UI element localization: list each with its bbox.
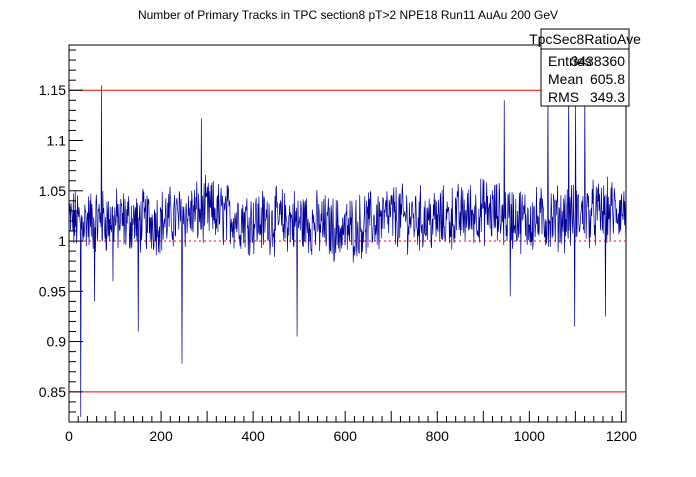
x-tick-label: 1000 [514,428,545,444]
chart-title: Number of Primary Tracks in TPC section8… [138,8,558,22]
x-tick-label: 600 [334,428,358,444]
stats-rms-label: RMS [548,89,579,105]
y-tick-label: 1.05 [39,183,66,199]
y-tick-label: 0.95 [39,283,66,299]
y-axis: 0.85 0.9 0.95 1 1.05 1.1 1.15 [39,49,83,423]
y-tick-label: 0.85 [39,384,66,400]
stats-entries-label: Entries [548,53,592,69]
y-tick-label: 0.9 [47,334,67,350]
y-tick-label: 1 [58,233,66,249]
stats-mean-value: 605.8 [590,71,625,87]
reference-lines [69,89,626,393]
x-tick-label: 200 [149,428,173,444]
x-tick-label: 0 [65,428,73,444]
x-tick-label: 400 [241,428,265,444]
stats-mean-label: Mean [548,71,583,87]
y-tick-label: 1.15 [39,82,66,98]
x-axis: 0 200 400 600 800 1000 1200 [65,411,637,444]
stats-box-frame [540,28,630,107]
stats-box: TpcSec8RatioAve Entries 3438360 Mean 605… [529,28,641,107]
stats-entries-value: 3438360 [570,53,625,69]
series-line [68,85,627,417]
y-tick-label: 1.1 [47,133,67,149]
x-tick-label: 800 [426,428,450,444]
x-tick-label: 1200 [606,428,637,444]
stats-histogram-name: TpcSec8RatioAve [529,31,641,47]
series-layer [68,85,627,417]
stats-rms-value: 349.3 [590,89,625,105]
